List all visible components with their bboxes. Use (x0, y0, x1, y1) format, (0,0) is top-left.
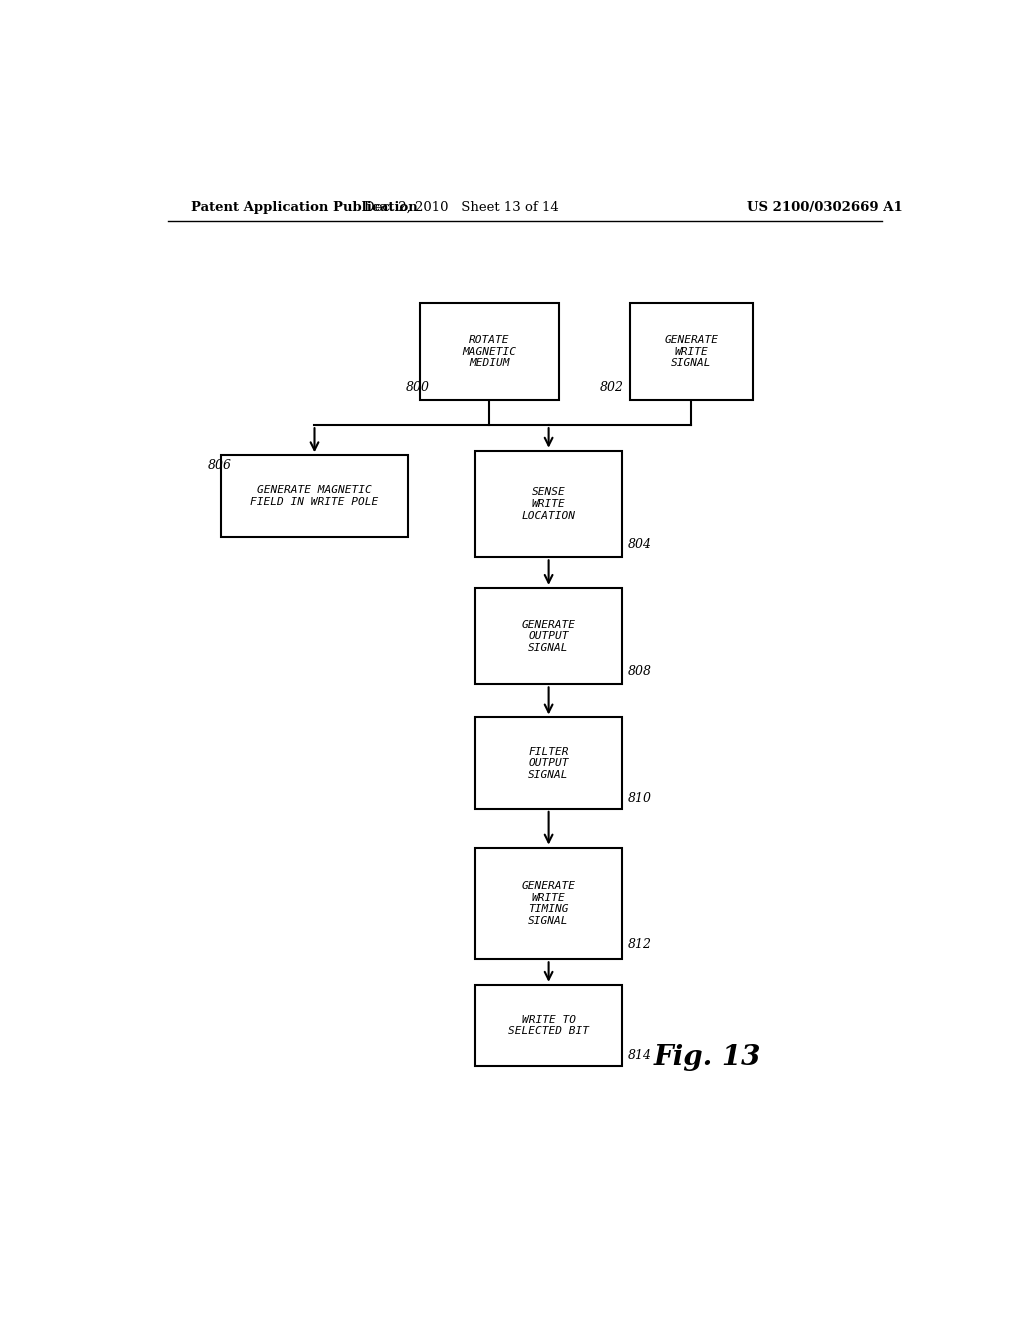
Text: Fig. 13: Fig. 13 (653, 1044, 761, 1072)
Text: 802: 802 (600, 380, 625, 393)
Bar (475, 450, 622, 557)
Text: 804: 804 (628, 539, 652, 552)
Text: GENERATE
WRITE
TIMING
SIGNAL: GENERATE WRITE TIMING SIGNAL (521, 880, 575, 925)
Text: 812: 812 (628, 937, 652, 950)
Text: 800: 800 (406, 380, 430, 393)
Bar (475, 718, 622, 809)
Text: 808: 808 (628, 665, 652, 678)
Text: Patent Application Publication: Patent Application Publication (191, 201, 418, 214)
Text: GENERATE
OUTPUT
SIGNAL: GENERATE OUTPUT SIGNAL (521, 619, 575, 652)
Text: FILTER
OUTPUT
SIGNAL: FILTER OUTPUT SIGNAL (528, 747, 569, 780)
Text: 806: 806 (207, 459, 231, 471)
Text: GENERATE
WRITE
SIGNAL: GENERATE WRITE SIGNAL (665, 335, 719, 368)
Text: US 2100/0302669 A1: US 2100/0302669 A1 (748, 201, 903, 214)
Text: SENSE
WRITE
LOCATION: SENSE WRITE LOCATION (521, 487, 575, 520)
Text: 810: 810 (628, 792, 652, 805)
Text: Dec. 2, 2010   Sheet 13 of 14: Dec. 2, 2010 Sheet 13 of 14 (364, 201, 559, 214)
Text: WRITE TO
SELECTED BIT: WRITE TO SELECTED BIT (508, 1015, 589, 1036)
Text: ROTATE
MAGNETIC
MEDIUM: ROTATE MAGNETIC MEDIUM (462, 335, 516, 368)
Bar (475, 587, 622, 684)
Bar (420, 304, 558, 400)
Bar (221, 455, 408, 536)
Bar (630, 304, 753, 400)
Bar (475, 847, 622, 960)
Bar (475, 985, 622, 1067)
Text: GENERATE MAGNETIC
FIELD IN WRITE POLE: GENERATE MAGNETIC FIELD IN WRITE POLE (251, 484, 379, 507)
Text: 814: 814 (628, 1049, 652, 1063)
